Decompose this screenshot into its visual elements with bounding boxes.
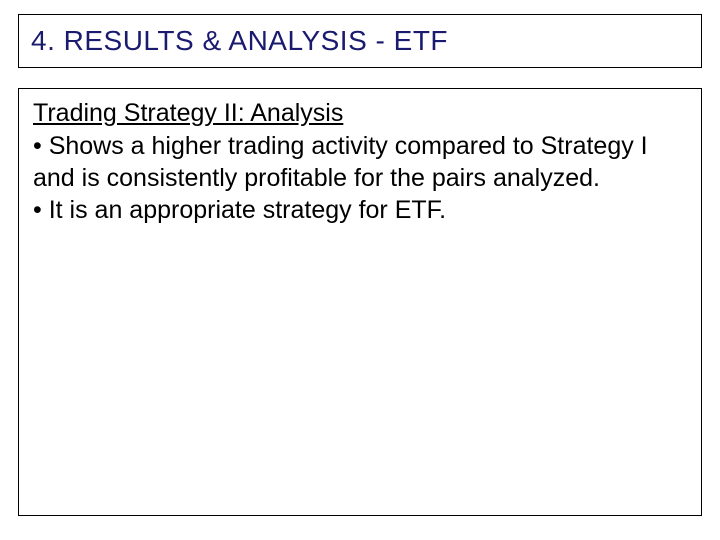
- bullet-item: • It is an appropriate strategy for ETF.: [33, 194, 687, 226]
- bullet-item: • Shows a higher trading activity compar…: [33, 130, 687, 194]
- page-title: 4. RESULTS & ANALYSIS - ETF: [31, 25, 689, 57]
- content-box: Trading Strategy II: Analysis • Shows a …: [18, 88, 702, 516]
- content-subtitle: Trading Strategy II: Analysis: [33, 99, 687, 128]
- header-box: 4. RESULTS & ANALYSIS - ETF: [18, 14, 702, 68]
